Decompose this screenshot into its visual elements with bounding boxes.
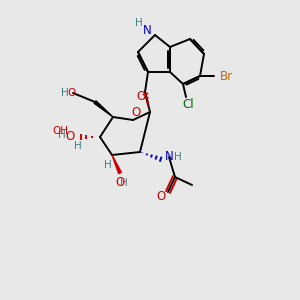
Text: O: O [131, 106, 141, 118]
Text: Cl: Cl [182, 98, 194, 110]
Text: Br: Br [219, 70, 232, 83]
Text: H: H [120, 178, 128, 188]
Text: H: H [74, 141, 82, 151]
Text: O: O [116, 176, 124, 188]
Text: O: O [156, 190, 166, 203]
Text: H: H [61, 88, 69, 98]
Text: O: O [67, 88, 75, 98]
Text: O: O [65, 130, 75, 143]
Polygon shape [94, 101, 113, 117]
Text: N: N [165, 151, 173, 164]
Text: H: H [174, 152, 182, 162]
Polygon shape [112, 155, 122, 174]
Text: H: H [135, 18, 143, 28]
Text: H: H [58, 130, 66, 140]
Text: O: O [136, 91, 146, 103]
Text: OH: OH [52, 126, 68, 136]
Text: H: H [104, 160, 112, 170]
Text: N: N [142, 23, 152, 37]
